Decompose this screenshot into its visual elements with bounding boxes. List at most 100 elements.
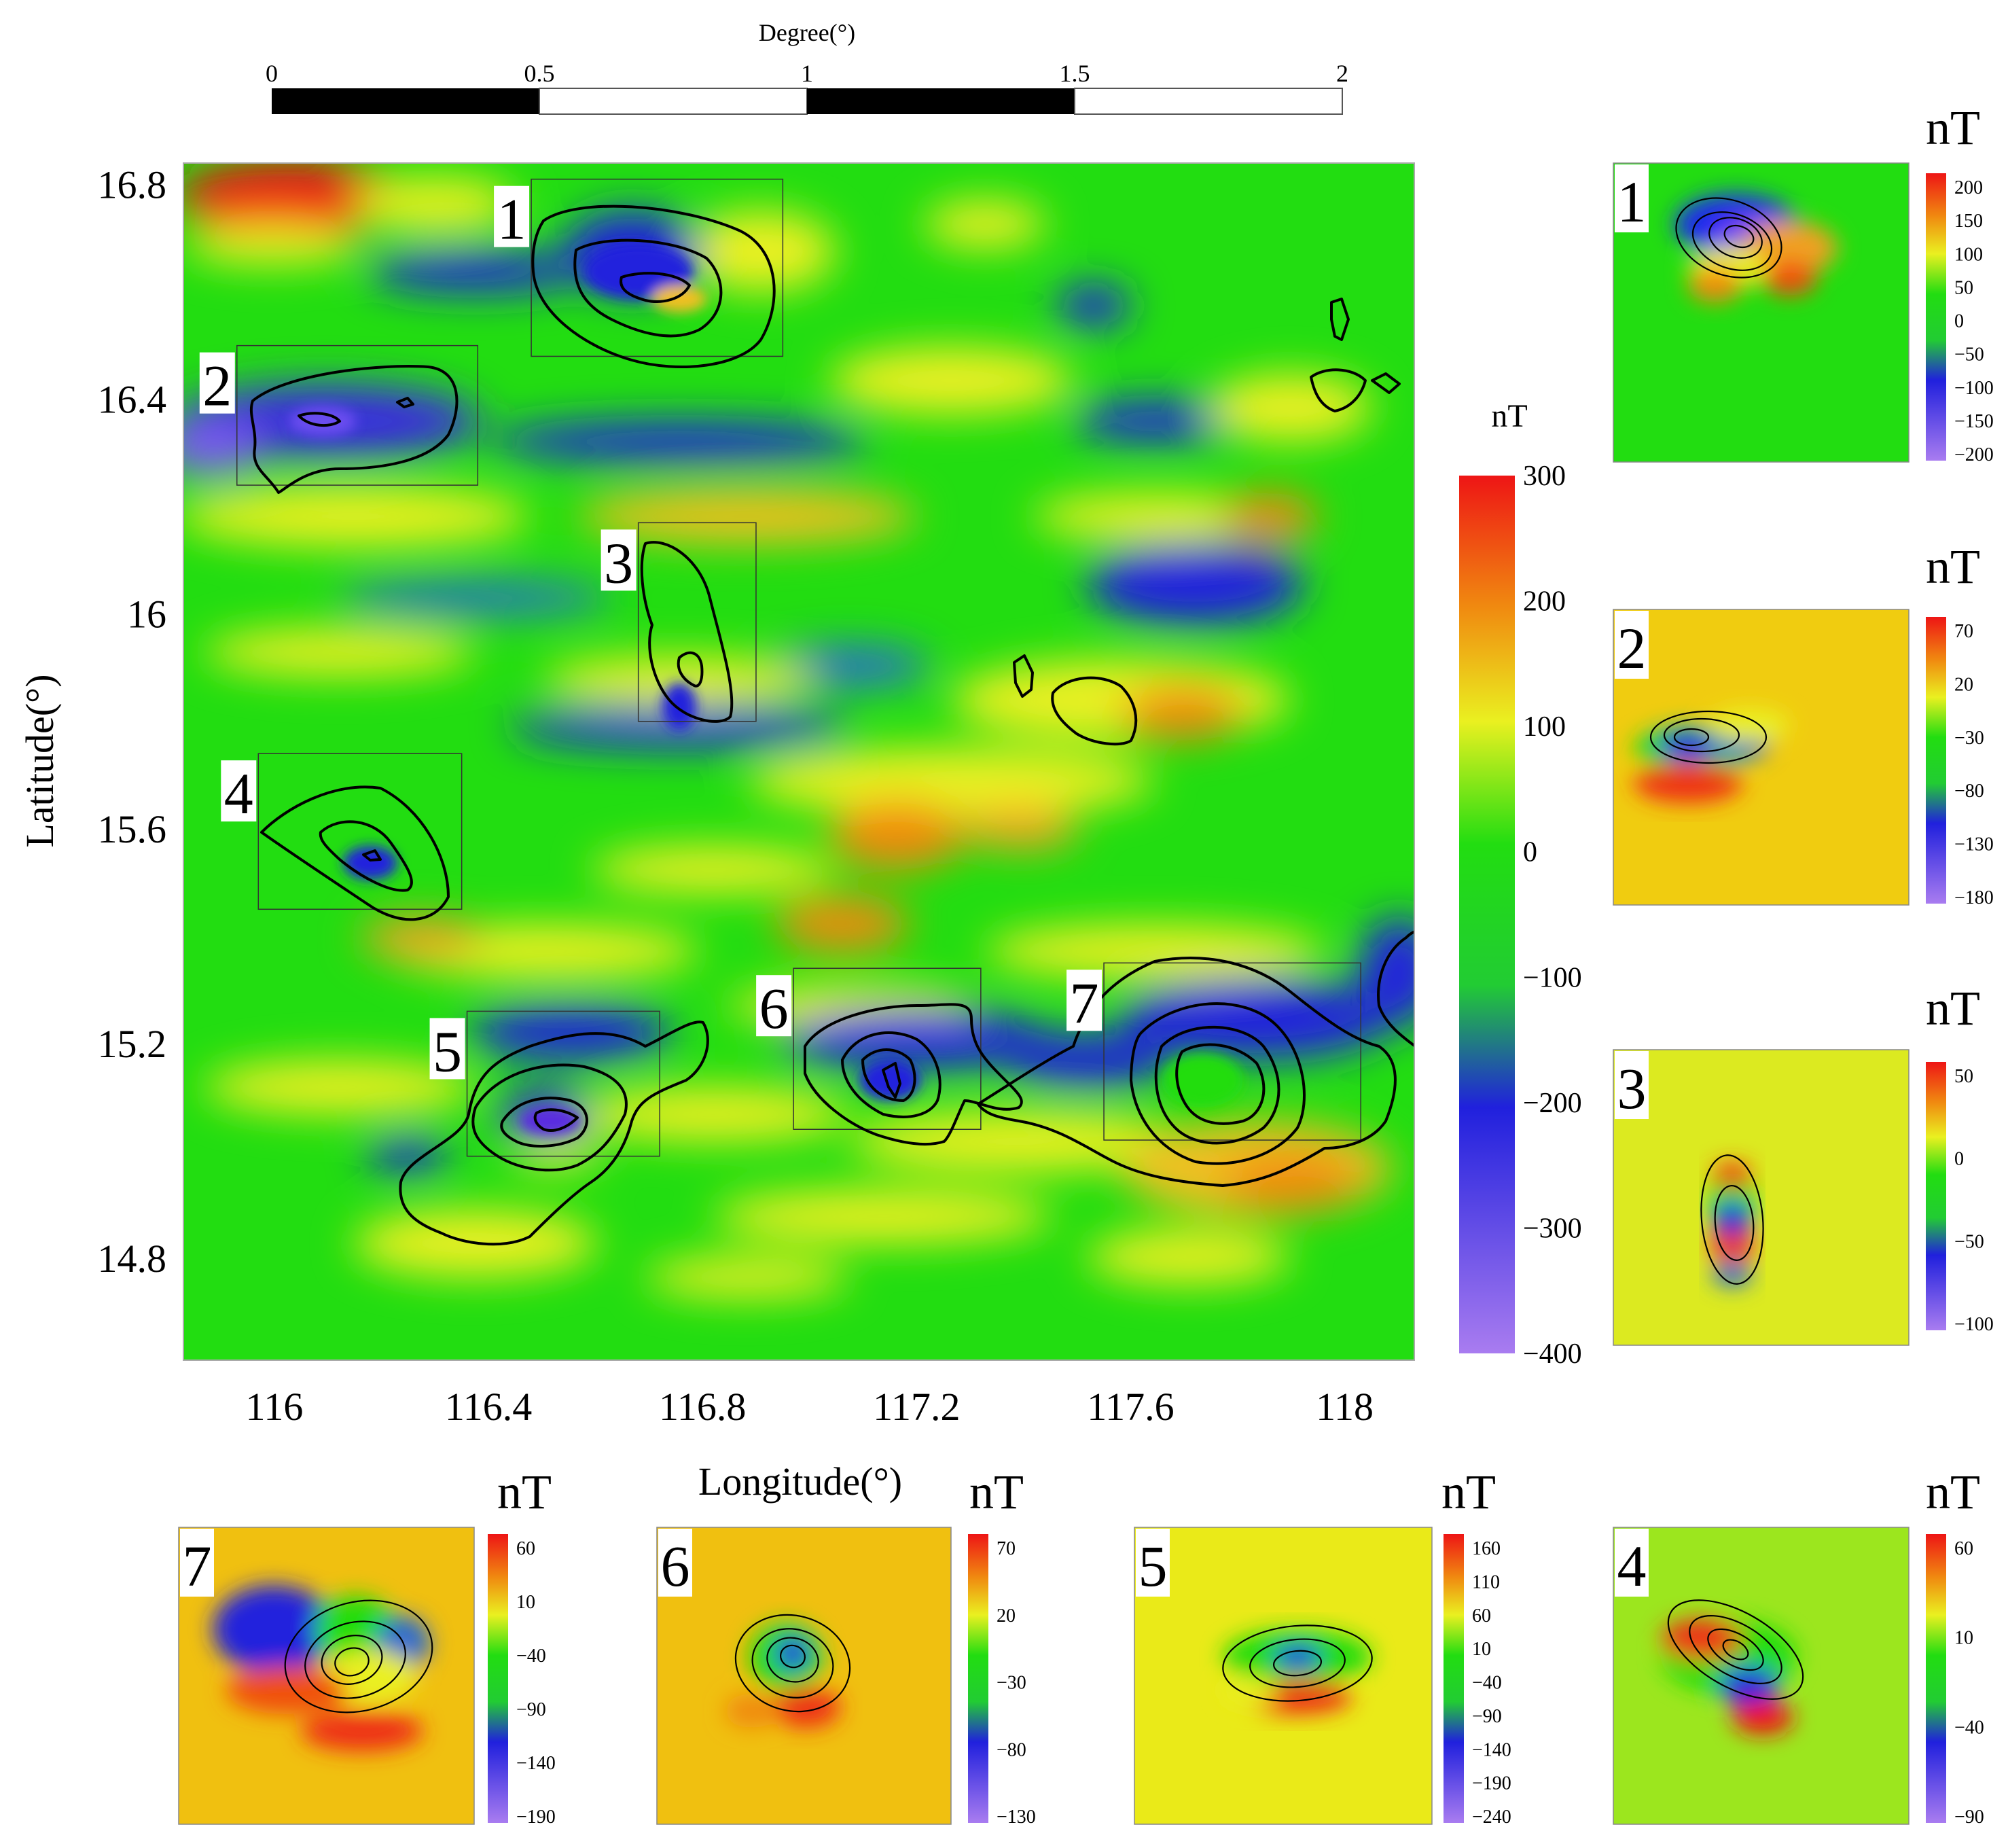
main-map: 1 2 3 4 5 6 7 116 116.4 116.8 117.2 117.6 118 16.8 1…	[18, 162, 1415, 1504]
colorbar-gradient	[1459, 476, 1515, 1353]
inset-panel-2: 2 nT 70 20 −30 −80 −130 −180	[1613, 539, 1994, 908]
contour	[677, 651, 704, 688]
scale-bar-label: 2	[1336, 60, 1348, 87]
inset-contour	[1707, 1628, 1764, 1671]
inset-colorbar	[1926, 617, 1946, 904]
inset-label-bg	[1615, 1051, 1649, 1119]
inset-colorbar-tick-label: −40	[1954, 1717, 1984, 1738]
inset-colorbar	[1926, 1534, 1946, 1823]
inset-colorbar-tick-label: 60	[1472, 1605, 1491, 1627]
inset-contour	[1649, 710, 1768, 764]
inset-colorbar-unit: nT	[1926, 1465, 1980, 1519]
inset-colorbar-tick-label: 100	[1954, 244, 1983, 265]
inset-panel-5: 5 nT 160 110 60 10 −40 −90 −140 −190 −240	[1134, 1465, 1511, 1828]
contour	[1175, 1043, 1266, 1125]
inset-label-bg	[1136, 1529, 1170, 1597]
contour	[471, 1063, 628, 1172]
inset-contour	[1700, 1154, 1764, 1285]
inset-contour	[304, 1620, 406, 1699]
inset-colorbar-tick-label: 20	[1954, 674, 1973, 695]
contour	[362, 849, 382, 861]
inset-colorbar-tick-label: −80	[997, 1739, 1026, 1760]
inset-colorbar-tick-label: 10	[1472, 1639, 1491, 1660]
inset-contour	[1663, 717, 1740, 753]
inset-number: 3	[1617, 1056, 1647, 1121]
scale-bar-label: 1.5	[1060, 60, 1090, 87]
contour	[260, 785, 450, 921]
inset-colorbar	[1926, 173, 1946, 461]
inset-contour	[1708, 217, 1763, 259]
inset-contour	[1222, 1624, 1373, 1702]
contour	[1130, 1002, 1306, 1165]
inset-colorbar-tick-label: −180	[1954, 887, 1994, 908]
inset-colorbar-tick-label: −190	[516, 1807, 556, 1828]
inset-frame	[1613, 1049, 1910, 1346]
inset-colorbar-tick-label: −190	[1472, 1773, 1511, 1794]
inset-contour	[1667, 1599, 1804, 1700]
contour	[500, 1097, 588, 1148]
inset-label-bg	[1615, 611, 1649, 679]
anomaly-box-label: 5	[429, 1018, 465, 1084]
inset-colorbar-tick-label: −130	[997, 1807, 1036, 1828]
inset-colorbar-unit: nT	[1441, 1465, 1496, 1519]
anomaly-box	[466, 1010, 660, 1157]
inset-colorbar-tick-label: −50	[1954, 1231, 1984, 1252]
anomaly-box-number: 5	[433, 1018, 462, 1084]
anomaly-box-number: 2	[202, 353, 232, 419]
contour	[977, 957, 1397, 1187]
anomaly-box	[637, 522, 757, 722]
inset-panel-1: 1 nT 200 150 100 50 0 −50 −100 −150 −200	[1613, 101, 1994, 465]
inset-colorbar-tick-label: 150	[1954, 211, 1983, 232]
scale-bar-segment	[807, 88, 1075, 114]
inset-colorbar	[488, 1534, 508, 1823]
x-tick-label: 117.6	[1087, 1385, 1174, 1429]
inset-panel-7: 7 nT 60 10 −40 −90 −140 −190	[178, 1465, 556, 1828]
colorbar-tick-label: 100	[1523, 711, 1566, 743]
inset-frame	[1613, 162, 1910, 463]
x-axis-label: Longitude(°)	[698, 1459, 902, 1504]
scale-bar-segment	[539, 88, 808, 115]
contour	[1377, 930, 1414, 1048]
contour	[531, 205, 776, 368]
inset-colorbar-tick-label: 200	[1954, 177, 1983, 198]
inset-colorbar-tick-label: −240	[1472, 1807, 1511, 1828]
x-tick-label: 116.4	[445, 1385, 532, 1429]
inset-number: 6	[661, 1533, 690, 1599]
anomaly-box-label-bg	[221, 760, 257, 822]
colorbar-tick-label: −400	[1523, 1338, 1582, 1370]
inset-contour	[734, 1614, 851, 1713]
colorbar-tick-label: 200	[1523, 586, 1566, 618]
inset-colorbar-unit: nT	[1926, 981, 1980, 1035]
colorbar-tick-label: 0	[1523, 837, 1537, 868]
anomaly-box	[236, 344, 479, 486]
anomaly-box-label: 2	[199, 352, 235, 419]
y-tick-label: 14.8	[98, 1237, 167, 1281]
inset-colorbar-tick-label: 70	[997, 1538, 1016, 1559]
inset-colorbar-unit: nT	[969, 1465, 1024, 1519]
y-tick-label: 16.4	[98, 378, 167, 422]
inset-colorbar-unit: nT	[1926, 101, 1980, 155]
inset-colorbar-tick-label: 60	[516, 1538, 535, 1559]
inset-contour	[1722, 1639, 1749, 1660]
scale-bar-label: 0	[266, 60, 278, 87]
anomaly-box	[257, 753, 463, 910]
contour	[1371, 372, 1401, 394]
inset-colorbar-tick-label: −140	[516, 1753, 556, 1774]
inset-colorbar-tick-label: −100	[1954, 378, 1994, 399]
contour	[573, 238, 723, 338]
contours	[249, 205, 1414, 1246]
inset-frame	[656, 1527, 952, 1825]
y-axis-label: Latitude(°)	[18, 674, 62, 847]
anomaly-box-label: 1	[494, 185, 530, 252]
contour	[1310, 368, 1367, 412]
inset-colorbar-tick-label: 50	[1954, 1066, 1973, 1087]
scale-bar-label: 1	[801, 60, 813, 87]
colorbar-tick-label: −100	[1523, 962, 1582, 993]
scale-bar-title: Degree(°)	[759, 19, 855, 46]
x-tick-label: 117.2	[873, 1385, 960, 1429]
anomaly-box-number: 4	[224, 761, 253, 826]
inset-colorbar-tick-label: −30	[997, 1673, 1026, 1694]
contour	[319, 820, 413, 892]
anomaly-box-label-bg	[1066, 970, 1102, 1031]
inset-colorbar-tick-label: −40	[516, 1646, 546, 1667]
